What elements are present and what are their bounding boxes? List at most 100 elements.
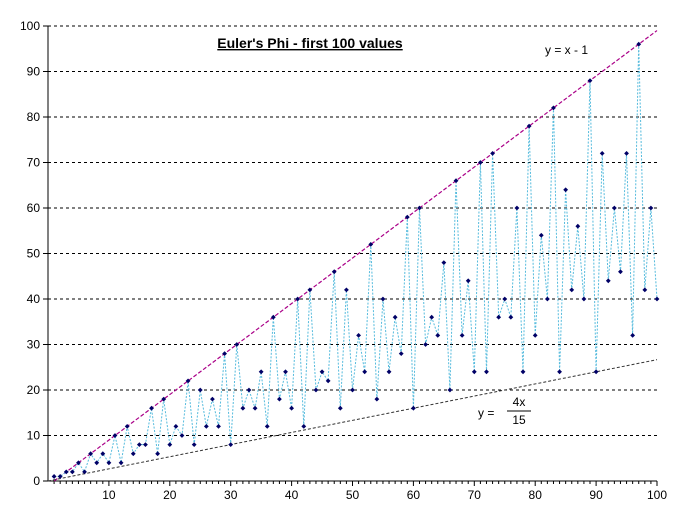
data-point (319, 369, 325, 375)
x-tick-label: 80 (529, 488, 543, 502)
lower-line-label-prefix: y = (478, 406, 494, 420)
x-tick-label: 90 (589, 488, 603, 502)
data-point (605, 278, 611, 284)
data-point (106, 460, 112, 466)
data-point (642, 287, 648, 293)
upper-reference-line (53, 30, 658, 482)
data-point (374, 396, 380, 402)
y-tick-label: 40 (27, 292, 41, 306)
data-point (520, 369, 526, 375)
x-tick-label: 30 (224, 488, 238, 502)
data-point (161, 396, 167, 402)
data-point (167, 442, 173, 447)
data-point (569, 287, 575, 293)
data-point (465, 278, 471, 284)
data-point (514, 205, 520, 211)
data-point (618, 269, 623, 275)
series-connector (54, 44, 658, 477)
y-tick-label: 80 (27, 110, 41, 124)
data-point (94, 460, 100, 466)
data-point (307, 287, 313, 293)
data-point (648, 205, 654, 211)
data-point (447, 387, 453, 393)
data-point (599, 151, 605, 156)
data-point (575, 223, 581, 229)
data-point (277, 396, 282, 402)
data-point (368, 242, 374, 247)
data-point (63, 469, 69, 475)
data-point (435, 333, 441, 338)
data-point (453, 178, 459, 184)
data-point (593, 369, 599, 375)
data-point (143, 442, 148, 447)
y-tick-label: 20 (27, 383, 41, 397)
x-tick-label: 10 (102, 488, 116, 502)
data-point (423, 342, 428, 347)
data-point (624, 151, 629, 156)
data-point (538, 232, 544, 238)
x-tick-label: 50 (346, 488, 360, 502)
data-point (411, 405, 416, 411)
data-point (191, 442, 197, 447)
data-point (490, 151, 495, 156)
data-point (136, 442, 142, 447)
data-point (252, 405, 258, 411)
data-point (179, 433, 185, 438)
data-point (350, 387, 355, 393)
data-point (51, 474, 57, 479)
data-point (344, 287, 349, 293)
data-point (471, 369, 477, 375)
data-point (210, 396, 215, 402)
data-point (228, 442, 234, 447)
data-point (441, 260, 447, 265)
data-point (88, 451, 94, 457)
lower-line-label: y = 4x 15 (478, 395, 531, 427)
chart-title: Euler's Phi - first 100 values (217, 35, 403, 51)
data-point (325, 378, 331, 384)
data-point (246, 387, 252, 393)
data-point (100, 451, 106, 457)
lower-line-label-denominator: 15 (512, 413, 526, 427)
y-tick-label: 90 (27, 65, 41, 79)
y-tick-label: 30 (27, 338, 41, 352)
data-point (130, 451, 136, 457)
data-point (392, 314, 398, 320)
y-tick-label: 50 (27, 247, 41, 261)
tick-labels: 0 10 20 30 40 50 60 70 80 90 100 10 20 30 40 50 60 70 80 90… (20, 19, 667, 502)
data-point (197, 387, 203, 393)
data-point (404, 214, 410, 220)
phi-series (51, 41, 660, 479)
data-point (356, 333, 361, 338)
data-point (459, 333, 465, 338)
data-point (362, 369, 368, 375)
data-point (551, 105, 556, 111)
data-point (630, 333, 636, 338)
data-point (240, 405, 246, 411)
data-point (270, 314, 276, 320)
lower-reference-line (47, 359, 658, 482)
lower-line-label-numerator: 4x (513, 395, 526, 409)
y-tick-label: 60 (27, 201, 41, 215)
data-point (155, 451, 161, 457)
data-point (57, 474, 63, 479)
data-point (386, 369, 392, 375)
data-point (331, 269, 337, 275)
data-point (429, 314, 435, 320)
data-point (118, 460, 124, 466)
data-point (484, 369, 489, 375)
reference-lines (47, 30, 658, 482)
upper-line-label: y = x - 1 (545, 43, 588, 57)
data-point (124, 424, 130, 429)
y-tick-label: 100 (20, 19, 40, 33)
data-point (289, 405, 294, 411)
data-point (258, 369, 264, 375)
data-point (532, 333, 538, 338)
x-tick-label: 40 (285, 488, 299, 502)
y-tick-label: 70 (27, 156, 41, 170)
data-point (380, 296, 386, 302)
data-point (496, 314, 502, 320)
y-tick-label: 10 (27, 429, 41, 443)
data-point (398, 351, 404, 356)
data-point (587, 78, 593, 83)
